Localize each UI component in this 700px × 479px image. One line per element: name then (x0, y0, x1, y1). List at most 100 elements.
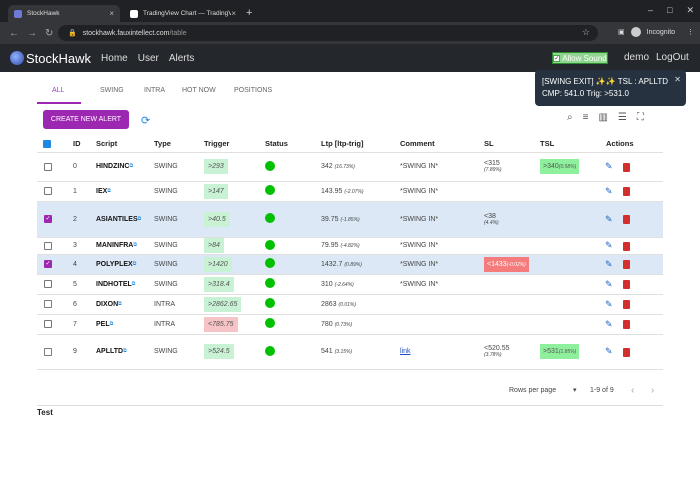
profile-label[interactable]: Incognito (646, 28, 676, 36)
refresh-icon[interactable]: ⟳ (141, 115, 151, 127)
delete-icon[interactable] (622, 280, 630, 290)
row-checkbox[interactable]: ✓ (44, 215, 52, 223)
tab-hot-now[interactable]: HOT NOW (182, 87, 216, 94)
edit-icon[interactable]: ✎ (605, 318, 613, 329)
row-checkbox[interactable] (44, 320, 52, 328)
create-new-alert-button[interactable]: CREATE NEW ALERT (43, 110, 129, 129)
col-sl[interactable]: SL (484, 135, 540, 153)
col-script[interactable]: Script (96, 135, 154, 153)
row-checkbox[interactable] (44, 162, 52, 171)
search-icon[interactable]: ⌕ (567, 112, 573, 123)
row-checkbox[interactable] (44, 241, 52, 250)
maximize-icon[interactable]: □ (667, 5, 673, 15)
edit-icon[interactable]: ✎ (605, 298, 613, 309)
delete-icon[interactable] (622, 241, 630, 251)
table-row[interactable]: 9 APLLTD⧉ SWING >524.5 541 (3.15%) link … (37, 334, 663, 370)
script-link[interactable]: DIXON (96, 300, 119, 308)
col-tsl[interactable]: TSL (540, 135, 600, 153)
bookmark-star-icon[interactable]: ☆ (581, 27, 590, 37)
sidebar-icon[interactable]: ▣ (618, 29, 625, 36)
menu-dots-icon[interactable]: ⋮ (687, 29, 695, 36)
nav-alerts[interactable]: Alerts (168, 52, 195, 64)
col-type[interactable]: Type (154, 135, 204, 153)
comment-link[interactable]: link (400, 348, 411, 355)
forward-icon[interactable]: → (27, 27, 37, 39)
script-link[interactable]: MANINFRA (96, 242, 134, 249)
brand[interactable]: StockHawk (10, 51, 91, 66)
col-ltp[interactable]: Ltp [ltp-trig] (321, 135, 400, 153)
edit-icon[interactable]: ✎ (605, 213, 613, 224)
edit-icon[interactable]: ✎ (605, 278, 613, 289)
next-page-icon[interactable]: › (651, 385, 655, 396)
table-row[interactable]: 6 DIXON⧉ INTRA >2862.65 2863 (0.01%) ✎ (37, 294, 663, 315)
nav-home[interactable]: Home (101, 52, 128, 64)
script-link[interactable]: POLYPLEX (96, 260, 133, 268)
prev-page-icon[interactable]: ‹ (631, 385, 635, 396)
external-link-icon[interactable]: ⧉ (123, 348, 127, 354)
script-link[interactable]: PEL (96, 320, 110, 328)
delete-icon[interactable] (622, 187, 630, 197)
table-row[interactable]: ✓ 2 ASIANTILES⧉ SWING >40.5 39.75 (-1.85… (37, 201, 663, 238)
columns-icon[interactable]: ▥ (598, 112, 608, 123)
external-link-icon[interactable]: ⧉ (109, 320, 114, 327)
external-link-icon[interactable]: ⧉ (137, 215, 142, 222)
edit-icon[interactable]: ✎ (605, 185, 613, 196)
close-tab-icon[interactable]: × (109, 9, 114, 18)
delete-icon[interactable] (622, 215, 630, 225)
logout-link[interactable]: LogOut (656, 52, 689, 63)
script-link[interactable]: INDHOTEL (96, 280, 132, 288)
script-link[interactable]: ASIANTILES (96, 215, 138, 223)
username[interactable]: demo (624, 52, 650, 63)
col-status[interactable]: Status (265, 135, 321, 153)
density-icon[interactable]: ☰ (617, 112, 627, 123)
select-all-checkbox[interactable] (43, 139, 51, 148)
close-tab-icon[interactable]: × (231, 9, 236, 18)
rows-per-page-dropdown-icon[interactable]: ▾ (573, 387, 577, 394)
table-row[interactable]: 5 INDHOTEL⧉ SWING >318.4 310 (-2.64%) *S… (37, 274, 663, 295)
col-trigger[interactable]: Trigger (204, 135, 265, 153)
browser-tab-stockhawk[interactable]: StockHawk × (8, 5, 120, 22)
delete-icon[interactable] (622, 347, 630, 357)
table-row[interactable]: 0 HINDZINC⧉ SWING >293 342 (16.73%) *SWI… (37, 152, 663, 182)
close-window-icon[interactable]: ✕ (686, 5, 694, 15)
back-icon[interactable]: ← (9, 27, 19, 39)
table-row[interactable]: 1 IEX⧉ SWING >147 143.95 (-2.07%) *SWING… (37, 181, 663, 202)
fullscreen-icon[interactable]: ⛶ (636, 112, 644, 123)
col-comment[interactable]: Comment (400, 135, 484, 153)
filter-icon[interactable]: ≡ (582, 112, 589, 123)
edit-icon[interactable]: ✎ (605, 240, 613, 250)
row-checkbox[interactable] (44, 347, 52, 356)
url-field[interactable]: 🔒 stockhawk.fauxintellect.com/table ☆ (58, 25, 598, 41)
allow-sound-checkbox[interactable]: ✓ (553, 54, 561, 62)
edit-icon[interactable]: ✎ (605, 258, 613, 269)
row-checkbox[interactable] (44, 280, 52, 288)
script-link[interactable]: IEX (96, 187, 108, 195)
delete-icon[interactable] (622, 162, 630, 172)
col-id[interactable]: ID (57, 135, 96, 153)
table-row[interactable]: ✓ 4 POLYPLEX⧉ SWING >1420 1432.7 (0.89%)… (37, 254, 663, 275)
external-link-icon[interactable]: ⧉ (107, 187, 111, 194)
new-tab-icon[interactable]: + (246, 7, 253, 19)
script-link[interactable]: HINDZINC (96, 163, 130, 170)
script-link[interactable]: APLLTD (96, 348, 124, 355)
minimize-icon[interactable]: – (648, 5, 654, 15)
row-checkbox[interactable] (44, 300, 52, 308)
tab-intra[interactable]: INTRA (144, 87, 165, 94)
tab-positions[interactable]: POSITIONS (234, 87, 273, 94)
table-row[interactable]: 3 MANINFRA⧉ SWING >84 79.95 (-4.82%) *SW… (37, 237, 663, 255)
external-link-icon[interactable]: ⧉ (132, 260, 137, 267)
row-checkbox[interactable] (44, 187, 52, 195)
edit-icon[interactable]: ✎ (605, 346, 613, 356)
external-link-icon[interactable]: ⧉ (133, 242, 137, 248)
external-link-icon[interactable]: ⧉ (129, 163, 134, 169)
external-link-icon[interactable]: ⧉ (131, 280, 136, 287)
edit-icon[interactable]: ✎ (605, 161, 613, 171)
external-link-icon[interactable]: ⧉ (118, 300, 122, 307)
allow-sound-toggle[interactable]: ✓ Allow Sound (552, 52, 608, 64)
delete-icon[interactable] (622, 300, 630, 310)
row-checkbox[interactable]: ✓ (44, 260, 52, 268)
nav-user[interactable]: User (137, 52, 159, 64)
reload-icon[interactable]: ↻ (45, 27, 54, 39)
close-notification-icon[interactable]: ✕ (674, 75, 681, 84)
browser-tab-tradingview[interactable]: TradingView Chart — TradingVie × (124, 5, 242, 22)
